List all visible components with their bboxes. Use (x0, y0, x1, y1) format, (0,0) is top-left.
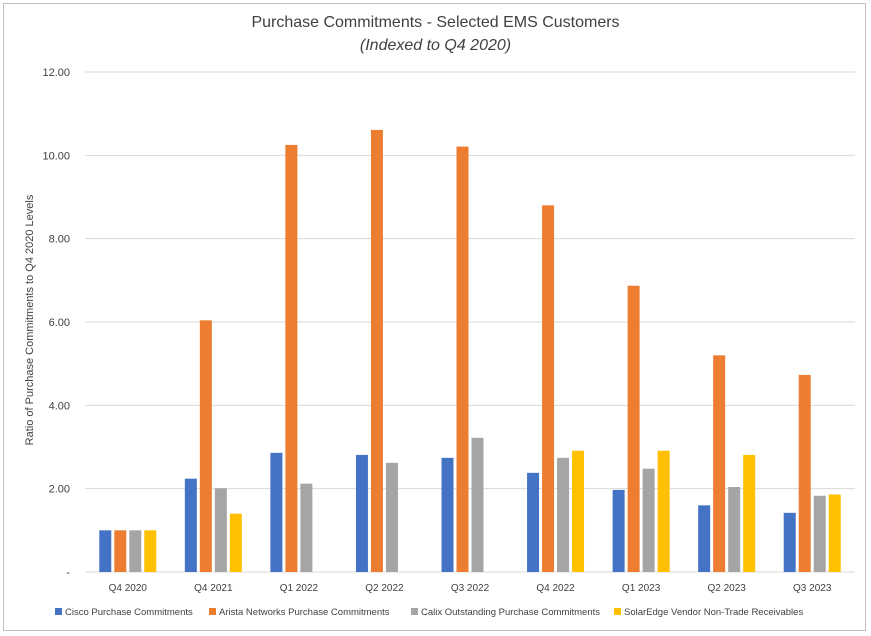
bar (300, 483, 313, 572)
x-tick-label: Q1 2022 (280, 583, 319, 594)
legend-label: Arista Networks Purchase Commitments (219, 607, 390, 618)
bar-series (99, 129, 841, 573)
chart-title: Purchase Commitments - Selected EMS Cust… (251, 14, 620, 31)
bar (114, 530, 127, 572)
bar (229, 513, 242, 572)
y-tick-label: 10.00 (42, 150, 70, 162)
bar (798, 374, 811, 572)
bar (456, 146, 469, 573)
bar (698, 505, 711, 572)
y-tick-label: - (66, 567, 70, 579)
bar (783, 512, 796, 572)
x-tick-label: Q2 2022 (365, 583, 404, 594)
x-tick-label: Q3 2022 (451, 583, 490, 594)
legend: Cisco Purchase Commitments Arista Network… (55, 607, 803, 618)
bar (184, 478, 197, 572)
x-tick-label: Q4 2020 (109, 583, 148, 594)
x-tick-label: Q1 2023 (622, 583, 661, 594)
y-tick-label: 6.00 (49, 317, 70, 329)
x-tick-label: Q3 2023 (793, 583, 832, 594)
chart-subtitle: (Indexed to Q4 2020) (359, 37, 512, 54)
legend-swatch (411, 608, 418, 615)
y-tick-labels: - 2.00 4.00 6.00 8.00 10.00 12.00 (42, 67, 70, 579)
bar (199, 320, 212, 572)
bar (657, 450, 670, 572)
legend-swatch (55, 608, 62, 615)
y-tick-label: 2.00 (49, 484, 70, 496)
bar (612, 489, 625, 572)
y-tick-label: 12.00 (42, 67, 70, 79)
bar (813, 495, 826, 572)
bar (743, 454, 756, 572)
legend-swatch (209, 608, 216, 615)
bar (370, 129, 383, 572)
x-tick-label: Q4 2021 (194, 583, 233, 594)
x-tick-label: Q2 2023 (707, 583, 746, 594)
y-tick-label: 8.00 (49, 234, 70, 246)
bar (527, 472, 540, 572)
legend-label: Calix Outstanding Purchase Commitments (421, 607, 600, 618)
bar (355, 454, 368, 572)
bar (627, 285, 640, 572)
bar (99, 530, 112, 572)
bar (828, 494, 841, 572)
bar (572, 450, 585, 572)
bar (642, 468, 655, 572)
y-tick-label: 4.00 (49, 400, 70, 412)
bar (144, 530, 157, 572)
legend-label: Cisco Purchase Commitments (65, 607, 193, 618)
bar (214, 488, 227, 572)
bar (129, 530, 142, 572)
bar (285, 144, 298, 572)
bar (713, 355, 726, 572)
bar (385, 462, 398, 572)
bar (542, 205, 555, 573)
bar (441, 457, 454, 572)
x-tick-label: Q4 2022 (536, 583, 575, 594)
gridlines (85, 71, 855, 573)
x-tick-labels: Q4 2020 Q4 2021 Q1 2022 Q2 2022 Q3 2022 Q4 20… (109, 583, 832, 594)
legend-label: SolarEdge Vendor Non-Trade Receivables (624, 607, 803, 618)
bar (728, 487, 741, 572)
bar (557, 457, 570, 572)
bar (270, 452, 283, 572)
legend-swatch (614, 608, 621, 615)
bar (471, 437, 484, 572)
